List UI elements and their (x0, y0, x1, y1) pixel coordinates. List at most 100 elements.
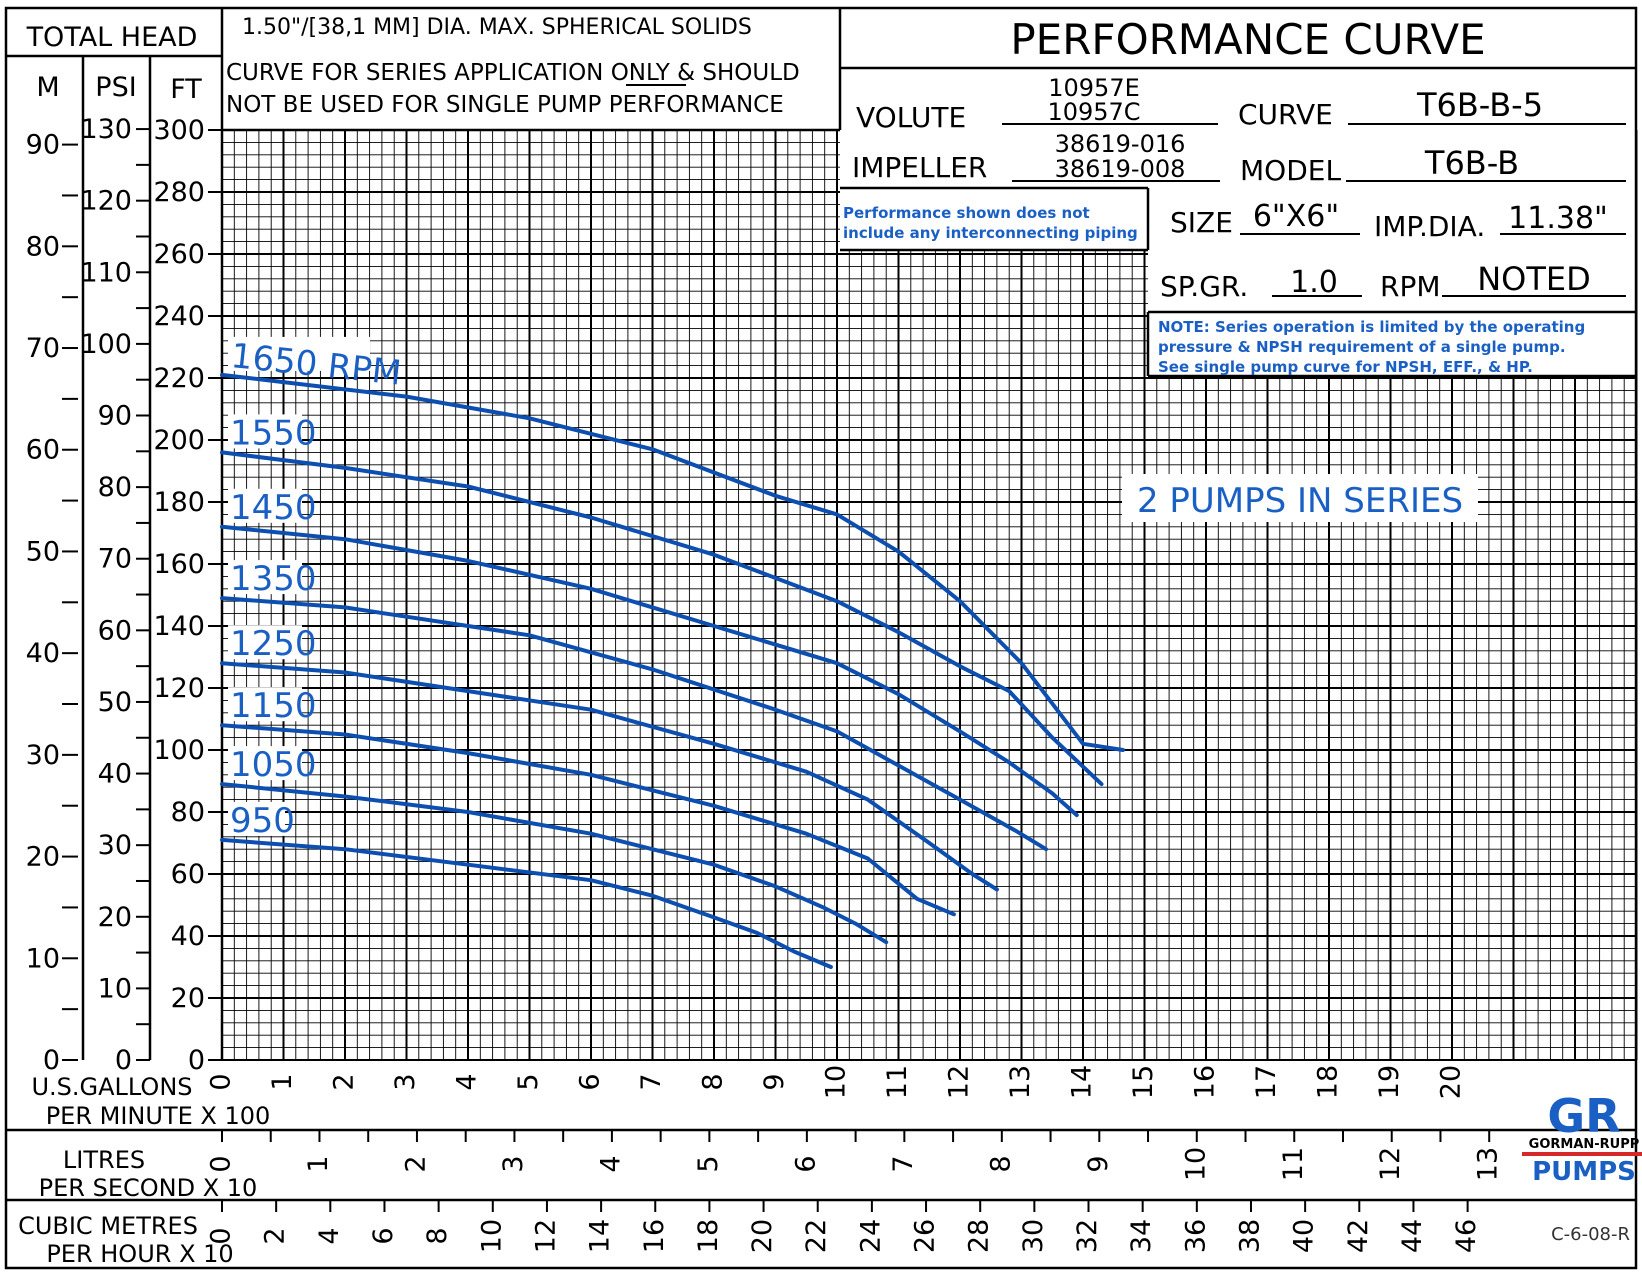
gpm-tick-label: 19 (1374, 1065, 1405, 1099)
logo-mark: GR (1547, 1089, 1620, 1143)
sheet-title: PERFORMANCE CURVE (1010, 15, 1485, 64)
piping-note-line1: Performance shown does not (843, 204, 1090, 222)
series-note-line1: CURVE FOR SERIES APPLICATION ONLY & SHOU… (226, 60, 800, 86)
impeller-value-1: 38619-016 (1055, 130, 1186, 158)
curve-line (220, 450, 1104, 787)
lps-tick-label: 13 (1473, 1147, 1504, 1181)
ft-tick-label: 80 (171, 797, 205, 828)
ft-tick-label: 260 (153, 239, 205, 270)
curve-label-bg (228, 488, 302, 523)
model-value: T6B-B (1424, 144, 1519, 182)
ft-tick-label: 40 (171, 921, 205, 952)
lps-tick-label: 5 (693, 1155, 724, 1172)
cmh-tick-label: 40 (1289, 1219, 1320, 1253)
gpm-tick-label: 17 (1251, 1065, 1282, 1099)
psi-tick-label: 0 (115, 1045, 132, 1076)
curve-label-bg (228, 687, 302, 722)
lps-tick-label: 0 (206, 1155, 237, 1172)
impdia-value: 11.38" (1508, 201, 1608, 236)
psi-axis: 0 10 20 30 40 50 60 70 80 90 100 110 120 130 (80, 114, 150, 1076)
impdia-label: IMP.DIA. (1374, 210, 1485, 243)
cmh-tick-label: 2 (260, 1227, 291, 1244)
spgr-value: 1.0 (1290, 265, 1338, 300)
curve-label-bg (228, 746, 302, 781)
m-tick-label: 30 (26, 740, 60, 771)
curve-label: 950 (230, 801, 295, 841)
series-limit-note-1: NOTE: Series operation is limited by the… (1158, 318, 1585, 336)
ft-tick-label: 100 (153, 735, 205, 766)
curve-label: 1550 (230, 413, 317, 453)
cmh-tick-label: 22 (801, 1219, 832, 1253)
curve-label: 1150 (230, 686, 317, 726)
cmh-tick-label: 10 (476, 1219, 507, 1253)
gpm-tick-label: 9 (759, 1073, 790, 1090)
gpm-tick-label: 14 (1067, 1065, 1098, 1099)
lps-axis-label-1: LITRES (63, 1146, 145, 1174)
psi-tick-label: 100 (80, 329, 132, 360)
gpm-tick-label: 15 (1128, 1065, 1159, 1099)
cmh-tick-label: 26 (910, 1219, 941, 1253)
ft-tick-label: 140 (153, 611, 205, 642)
cmh-tick-label: 32 (1072, 1219, 1103, 1253)
gpm-tick-label: 11 (882, 1065, 913, 1099)
gpm-tick-label: 5 (513, 1073, 544, 1090)
m-tick-label: 10 (26, 943, 60, 974)
m-tick-label: 70 (26, 333, 60, 364)
gpm-tick-label: 13 (1005, 1065, 1036, 1099)
volute-value-2: 10957C (1047, 98, 1140, 126)
drawing-code: C-6-08-R (1551, 1224, 1630, 1245)
m-tick-label: 60 (26, 435, 60, 466)
ft-tick-label: 60 (171, 859, 205, 890)
gorman-rupp-logo: GR GORMAN-RUPP PUMPS (1522, 1089, 1642, 1187)
ft-tick-label: 20 (171, 983, 205, 1014)
rpm-label: RPM (1380, 270, 1441, 303)
pumps-in-series-backdrop (1122, 474, 1478, 522)
gpm-tick-label: 3 (390, 1073, 421, 1090)
ft-tick-label: 200 (153, 425, 205, 456)
ft-tick-label: 0 (188, 1045, 205, 1076)
m-tick-label: 40 (26, 638, 60, 669)
size-value: 6"X6" (1253, 199, 1339, 234)
cmh-tick-label: 18 (693, 1219, 724, 1253)
curve-label-bg (228, 801, 285, 836)
gpm-tick-label: 8 (698, 1073, 729, 1090)
logo-name: GORMAN-RUPP (1529, 1137, 1640, 1152)
curve-label: CURVE (1238, 98, 1333, 131)
curve-line (220, 596, 1049, 852)
cmh-tick-label: 30 (1018, 1219, 1049, 1253)
ft-tick-label: 160 (153, 549, 205, 580)
spgr-label: SP.GR. (1160, 270, 1248, 303)
psi-tick-label: 130 (80, 114, 132, 145)
cmh-tick-label: 44 (1397, 1219, 1428, 1253)
gpm-tick-label: 10 (821, 1065, 852, 1099)
ft-tick-label: 240 (153, 301, 205, 332)
gpm-tick-label: 1 (267, 1073, 298, 1090)
logo-pumps: PUMPS (1532, 1157, 1636, 1187)
psi-tick-label: 60 (98, 615, 132, 646)
psi-tick-label: 120 (80, 186, 132, 217)
cmh-axis-label-1: CUBIC METRES (18, 1212, 198, 1240)
gpm-tick-label: 4 (452, 1073, 483, 1090)
solids-note: 1.50"/[38,1 MM] DIA. MAX. SPHERICAL SOLI… (242, 15, 752, 40)
psi-tick-label: 50 (98, 687, 132, 718)
cmh-tick-label: 38 (1234, 1219, 1265, 1253)
psi-tick-label: 90 (98, 401, 132, 432)
series-limit-note-2: pressure & NPSH requirement of a single … (1158, 338, 1566, 356)
cmh-tick-label: 16 (639, 1219, 670, 1253)
ft-tick-label: 120 (153, 673, 205, 704)
impeller-label: IMPELLER (852, 151, 987, 184)
psi-axis-label: PSI (95, 72, 136, 103)
lps-tick-label: 7 (888, 1155, 919, 1172)
ft-tick-label: 220 (153, 363, 205, 394)
lps-axis-label-2: PER SECOND X 10 (39, 1174, 258, 1202)
psi-tick-label: 40 (98, 759, 132, 790)
rpm-value: NOTED (1477, 260, 1591, 298)
cmh-tick-label: 46 (1451, 1219, 1482, 1253)
curve-line (220, 524, 1079, 818)
curve-value: T6B-B-5 (1416, 86, 1543, 124)
volute-label: VOLUTE (856, 101, 966, 134)
lps-tick-label: 8 (985, 1155, 1016, 1172)
ft-tick-label: 280 (153, 177, 205, 208)
